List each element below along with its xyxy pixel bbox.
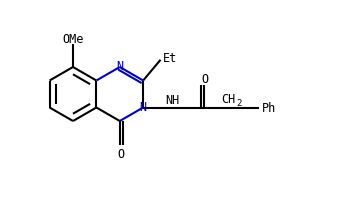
Text: OMe: OMe — [62, 32, 84, 45]
Text: NH: NH — [165, 94, 179, 106]
Text: Et: Et — [162, 52, 177, 65]
Text: 2: 2 — [236, 99, 242, 107]
Text: O: O — [117, 147, 124, 160]
Text: CH: CH — [221, 93, 235, 105]
Text: Ph: Ph — [262, 101, 276, 114]
Text: O: O — [201, 73, 209, 86]
Text: N: N — [140, 100, 147, 113]
Text: N: N — [116, 60, 123, 73]
